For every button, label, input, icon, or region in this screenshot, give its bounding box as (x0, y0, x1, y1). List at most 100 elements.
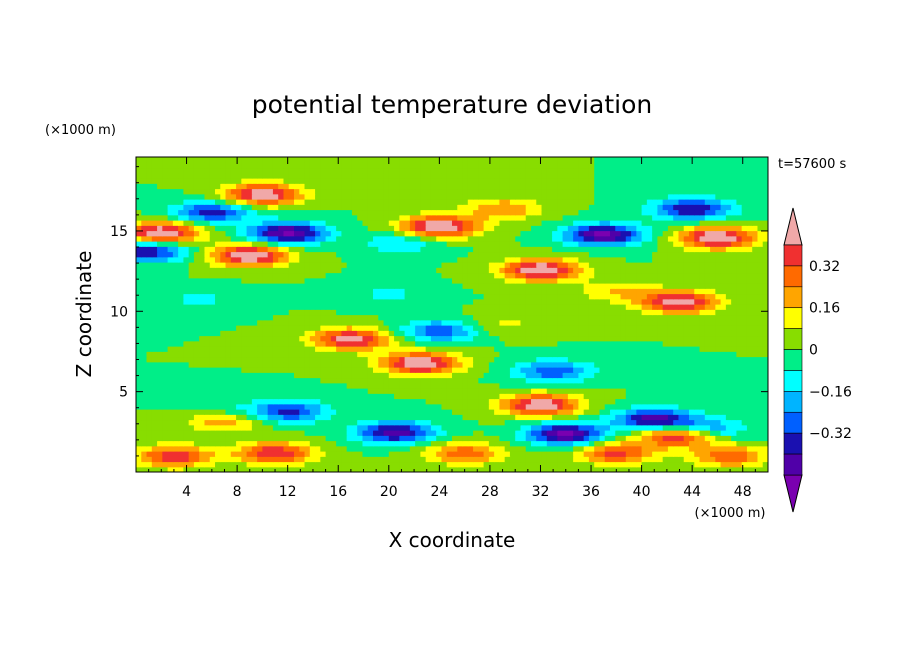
heatmap-cell (615, 335, 622, 342)
heatmap-cell (378, 388, 385, 394)
heatmap-cell (457, 377, 464, 384)
heatmap-cell (188, 414, 195, 421)
heatmap-cell (699, 309, 706, 316)
heatmap-cell (378, 377, 385, 384)
heatmap-cell (404, 419, 411, 426)
heatmap-cell (283, 319, 290, 326)
heatmap-cell (436, 340, 443, 347)
heatmap-cell (136, 403, 142, 410)
heatmap-cell (720, 409, 727, 415)
heatmap-cell (462, 440, 469, 447)
heatmap-cell (262, 272, 269, 279)
heatmap-cell (425, 414, 432, 421)
heatmap-cell (409, 277, 416, 284)
heatmap-cell (309, 419, 316, 426)
heatmap-cell (136, 272, 142, 279)
heatmap-cell (546, 398, 553, 405)
heatmap-cell (278, 335, 285, 342)
heatmap-cell (230, 314, 237, 321)
heatmap-cell (446, 304, 453, 310)
heatmap-cell (162, 267, 169, 274)
heatmap-cell (193, 424, 200, 431)
heatmap-cell (162, 356, 169, 363)
heatmap-cell (304, 309, 311, 316)
heatmap-cell (604, 435, 611, 442)
heatmap-cell (710, 398, 716, 405)
heatmap-cell (236, 304, 242, 310)
heatmap-cell (309, 251, 316, 258)
heatmap-cell (531, 309, 537, 316)
heatmap-cell (288, 304, 295, 310)
heatmap-cell (257, 293, 263, 300)
heatmap-cell (336, 440, 342, 447)
heatmap-cell (294, 424, 300, 431)
heatmap-cell (436, 262, 443, 268)
heatmap-cell (367, 466, 374, 472)
heatmap-cell (604, 456, 611, 463)
heatmap-cell (272, 445, 279, 452)
heatmap-cell (309, 430, 316, 436)
heatmap-cell (341, 430, 348, 436)
heatmap-cell (415, 382, 421, 389)
heatmap-cell (715, 293, 722, 300)
heatmap-cell (272, 293, 279, 300)
heatmap-cell (594, 283, 601, 289)
heatmap-cell (378, 403, 385, 410)
heatmap-cell (299, 440, 306, 447)
heatmap-cell (299, 403, 306, 410)
heatmap-cell (667, 382, 674, 389)
heatmap-cell (762, 372, 768, 379)
heatmap-cell (330, 309, 337, 316)
heatmap-cell (241, 430, 248, 436)
heatmap-cell (420, 403, 427, 410)
heatmap-cell (394, 398, 400, 405)
heatmap-cell (625, 377, 632, 384)
heatmap-cell (552, 440, 558, 447)
heatmap-cell (610, 466, 616, 472)
heatmap-cell (415, 403, 421, 410)
heatmap-cell (515, 325, 522, 331)
heatmap-cell (752, 272, 759, 279)
heatmap-cell (436, 440, 443, 447)
heatmap-cell (615, 267, 622, 274)
heatmap-cell (420, 461, 427, 468)
heatmap-cell (246, 251, 253, 258)
heatmap-cell (752, 309, 759, 316)
heatmap-cell (388, 461, 395, 468)
heatmap-cell (351, 272, 358, 279)
heatmap-cell (394, 356, 400, 363)
heatmap-cell (715, 382, 722, 389)
heatmap-cell (610, 340, 616, 347)
heatmap-cell (193, 440, 200, 447)
heatmap-cell (325, 403, 332, 410)
heatmap-cell (409, 256, 416, 263)
heatmap-cell (488, 367, 495, 373)
heatmap-cell (588, 330, 595, 337)
heatmap-cell (278, 377, 285, 384)
heatmap-cell (741, 466, 748, 472)
heatmap-cell (452, 403, 458, 410)
heatmap-cell (710, 445, 716, 452)
heatmap-cell (467, 340, 474, 347)
heatmap-cell (146, 309, 153, 316)
heatmap-cell (736, 430, 743, 436)
heatmap-cell (151, 424, 158, 431)
heatmap-cell (309, 393, 316, 400)
heatmap-cell (646, 367, 653, 373)
heatmap-cell (736, 461, 743, 468)
heatmap-cell (325, 445, 332, 452)
heatmap-cell (578, 435, 585, 442)
heatmap-cell (488, 325, 495, 331)
heatmap-cell (725, 419, 732, 426)
heatmap-cell (183, 351, 190, 358)
heatmap-cell (357, 309, 364, 316)
heatmap-cell (746, 293, 753, 300)
heatmap-cell (667, 351, 674, 358)
heatmap-cell (567, 361, 574, 368)
heatmap-cell (689, 314, 695, 321)
heatmap-cell (178, 288, 184, 295)
heatmap-cell (641, 309, 648, 316)
heatmap-cell (615, 382, 622, 389)
heatmap-cell (473, 409, 479, 415)
heatmap-cell (720, 414, 727, 421)
